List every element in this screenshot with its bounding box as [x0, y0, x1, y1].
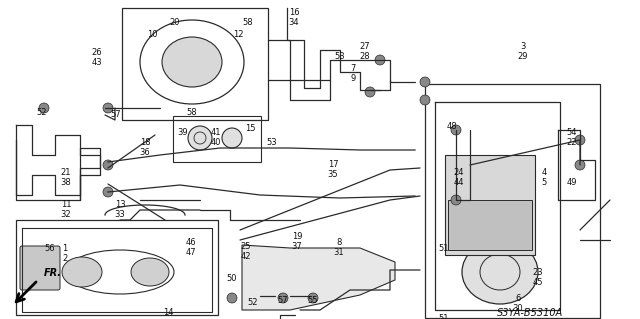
Bar — [445, 155, 535, 255]
Text: 30: 30 — [513, 304, 524, 313]
Ellipse shape — [162, 37, 222, 87]
Circle shape — [451, 195, 461, 205]
Text: 25: 25 — [241, 242, 252, 251]
Bar — [448, 200, 532, 250]
Circle shape — [451, 125, 461, 135]
Circle shape — [103, 160, 113, 170]
Text: 53: 53 — [267, 138, 277, 147]
Text: 52: 52 — [36, 108, 47, 117]
Text: 11: 11 — [61, 200, 71, 209]
Text: 4: 4 — [541, 168, 547, 177]
Text: 10: 10 — [147, 30, 157, 39]
Circle shape — [420, 95, 430, 105]
Circle shape — [420, 77, 430, 87]
Text: 34: 34 — [289, 18, 300, 27]
Circle shape — [278, 293, 288, 303]
Circle shape — [39, 103, 49, 113]
Text: 7: 7 — [350, 64, 356, 73]
Circle shape — [227, 293, 237, 303]
Text: 15: 15 — [244, 124, 255, 133]
Text: 45: 45 — [532, 278, 543, 287]
Text: 23: 23 — [532, 268, 543, 277]
Text: 13: 13 — [115, 200, 125, 209]
Circle shape — [375, 55, 385, 65]
Text: 49: 49 — [567, 178, 577, 187]
Text: 6: 6 — [515, 294, 521, 303]
Bar — [425, 84, 600, 318]
Bar — [16, 220, 218, 315]
Text: 3: 3 — [520, 42, 525, 51]
Text: 38: 38 — [61, 178, 72, 187]
Text: 29: 29 — [518, 52, 528, 61]
Text: 50: 50 — [227, 274, 237, 283]
Ellipse shape — [62, 257, 102, 287]
FancyBboxPatch shape — [20, 246, 60, 290]
Ellipse shape — [462, 240, 538, 304]
Text: 16: 16 — [289, 8, 300, 17]
Text: 43: 43 — [92, 58, 102, 67]
Text: 35: 35 — [328, 170, 339, 179]
Text: 22: 22 — [567, 138, 577, 147]
Text: 2: 2 — [62, 254, 68, 263]
Text: S3YA-B5310A: S3YA-B5310A — [497, 308, 563, 318]
Text: 12: 12 — [233, 30, 243, 39]
Text: 51: 51 — [439, 314, 449, 319]
Bar — [173, 116, 261, 162]
Text: 21: 21 — [61, 168, 71, 177]
Circle shape — [308, 293, 318, 303]
Text: 5: 5 — [541, 178, 547, 187]
Text: 36: 36 — [140, 148, 150, 157]
Text: 32: 32 — [61, 210, 71, 219]
Circle shape — [103, 103, 113, 113]
Circle shape — [188, 126, 212, 150]
Text: 41: 41 — [211, 128, 221, 137]
Circle shape — [575, 160, 585, 170]
Text: 51: 51 — [439, 244, 449, 253]
Polygon shape — [242, 245, 395, 310]
Text: 33: 33 — [115, 210, 125, 219]
Text: 17: 17 — [328, 160, 339, 169]
Bar — [122, 8, 268, 120]
Text: 26: 26 — [92, 48, 102, 57]
Text: 8: 8 — [336, 238, 342, 247]
Text: 1: 1 — [62, 244, 68, 253]
Circle shape — [575, 135, 585, 145]
Text: FR.: FR. — [44, 268, 62, 278]
Text: 9: 9 — [350, 74, 356, 83]
Text: 39: 39 — [178, 128, 188, 137]
Text: 47: 47 — [186, 248, 196, 257]
Text: 18: 18 — [140, 138, 150, 147]
Circle shape — [365, 87, 375, 97]
Text: 57: 57 — [111, 110, 122, 119]
Text: 27: 27 — [360, 42, 371, 51]
Text: 58: 58 — [243, 18, 253, 27]
Text: 53: 53 — [335, 52, 346, 61]
Text: 48: 48 — [447, 122, 458, 131]
Text: 31: 31 — [333, 248, 344, 257]
Text: 37: 37 — [292, 242, 302, 251]
Ellipse shape — [131, 258, 169, 286]
Text: 19: 19 — [292, 232, 302, 241]
Text: 55: 55 — [308, 296, 318, 305]
Text: 42: 42 — [241, 252, 252, 261]
Text: 24: 24 — [454, 168, 464, 177]
Text: 44: 44 — [454, 178, 464, 187]
Text: 58: 58 — [187, 108, 197, 117]
Text: 57: 57 — [278, 296, 288, 305]
Circle shape — [222, 128, 242, 148]
Circle shape — [103, 187, 113, 197]
Text: 40: 40 — [211, 138, 221, 147]
Text: 28: 28 — [360, 52, 371, 61]
Text: 54: 54 — [567, 128, 577, 137]
Text: 56: 56 — [45, 244, 55, 253]
Text: 52: 52 — [248, 298, 259, 307]
Text: 46: 46 — [186, 238, 196, 247]
Text: 14: 14 — [163, 308, 173, 317]
Text: 20: 20 — [170, 18, 180, 27]
